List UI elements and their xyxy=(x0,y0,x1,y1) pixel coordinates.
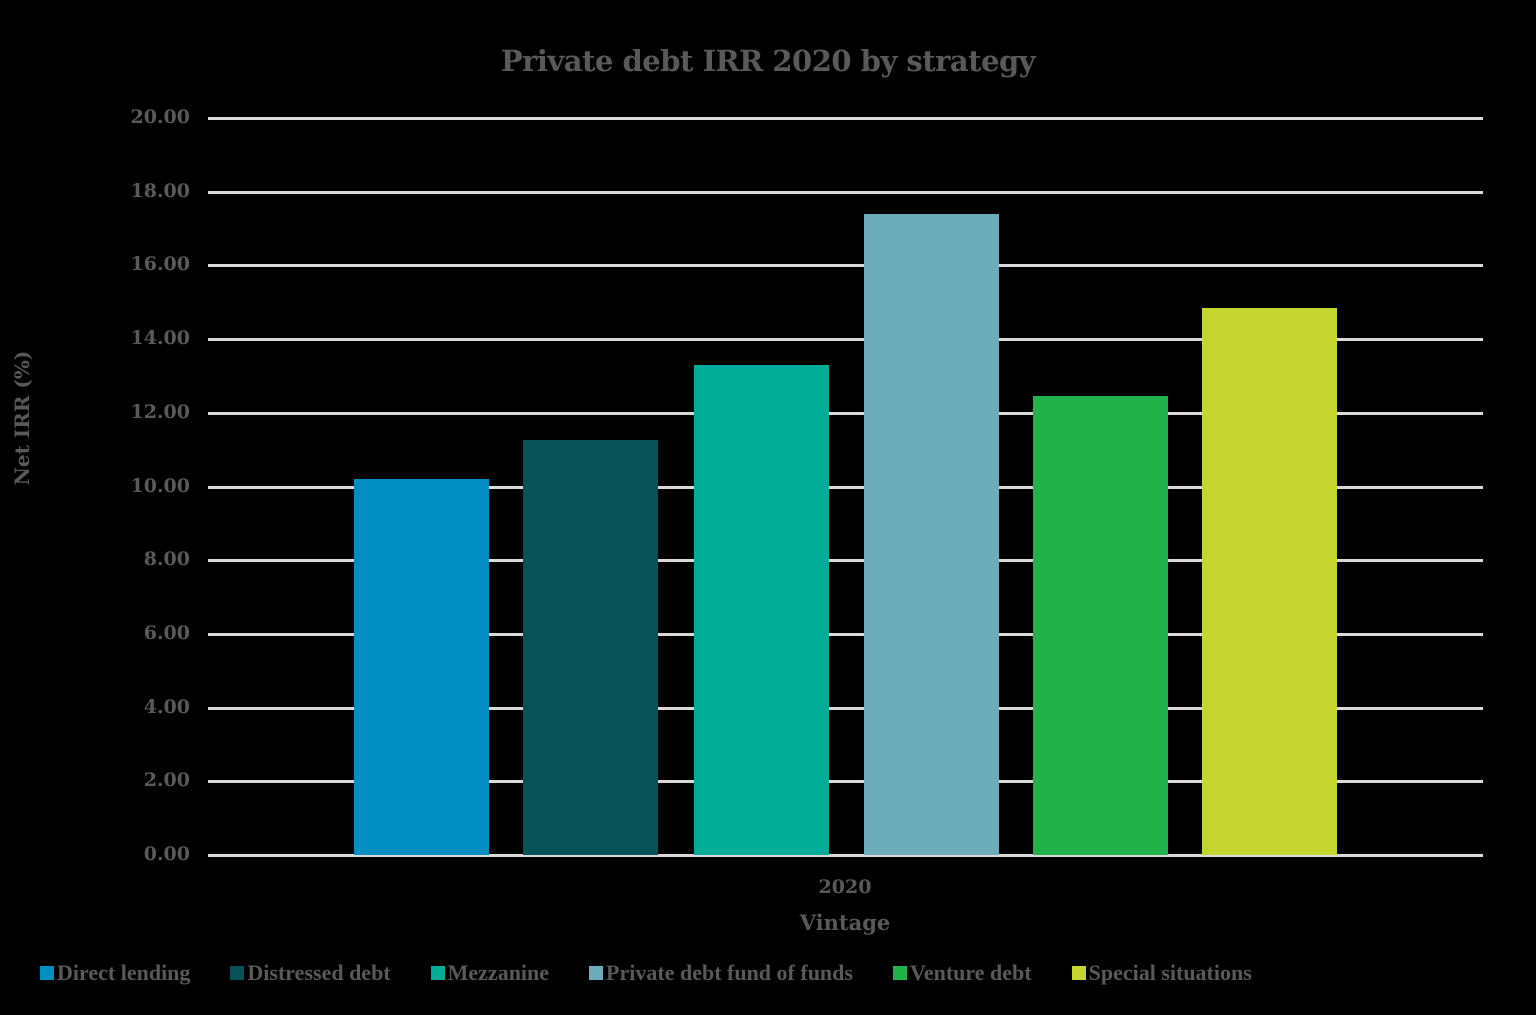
bar-mezzanine xyxy=(694,364,829,855)
y-tick-label: 4.00 xyxy=(143,695,190,718)
legend-label: Mezzanine xyxy=(447,960,550,985)
bar-special-situations xyxy=(1202,307,1337,855)
x-tick-label: 2020 xyxy=(818,876,872,898)
y-tick-label: 8.00 xyxy=(143,548,190,571)
legend-item: Private debt fund of funds xyxy=(589,960,853,986)
gridline xyxy=(208,632,1483,636)
legend-item: Direct lending xyxy=(40,960,190,986)
gridline xyxy=(208,485,1483,489)
legend-item: Venture debt xyxy=(892,960,1032,986)
plot-area: 0.00 2.00 4.00 6.00 8.00 10.00 12.00 14.00 16.00… xyxy=(131,106,1483,865)
legend-label: Private debt fund of funds xyxy=(606,960,853,985)
legend-item: Mezzanine xyxy=(430,960,550,986)
bar-direct-lending xyxy=(354,479,489,855)
legend-swatch-icon xyxy=(892,966,907,980)
legend-label: Distressed debt xyxy=(247,960,391,985)
bar-private-debt-fund-of-funds xyxy=(864,213,999,855)
y-tick-label: 16.00 xyxy=(130,253,191,276)
y-tick-label: 2.00 xyxy=(143,769,190,792)
legend-label: Special situations xyxy=(1088,960,1252,985)
gridline xyxy=(208,338,1483,342)
chart-title: Private debt IRR 2020 by strategy xyxy=(500,44,1036,78)
gridline xyxy=(208,854,1483,857)
y-tick-label: 20.00 xyxy=(130,106,191,128)
legend-swatch-icon xyxy=(40,966,54,980)
legend-label: Venture debt xyxy=(909,960,1032,985)
gridline xyxy=(208,559,1483,563)
legend-item: Special situations xyxy=(1071,960,1252,986)
y-tick-label: 12.00 xyxy=(130,400,191,423)
gridline xyxy=(208,411,1483,415)
legend-item: Distressed debt xyxy=(230,960,391,986)
legend-swatch-icon xyxy=(230,966,245,980)
legend-swatch-icon xyxy=(589,966,604,980)
y-tick-label: 10.00 xyxy=(130,474,191,497)
gridline xyxy=(208,190,1483,194)
legend-label: Direct lending xyxy=(57,960,191,985)
y-tick-label: 14.00 xyxy=(130,327,191,350)
y-axis-label: Net IRR (%) xyxy=(10,350,34,486)
legend: Direct lending Distressed debt Mezzanine Pr… xyxy=(40,960,1252,986)
x-axis-label: Vintage xyxy=(799,910,891,935)
y-tick-label: 0.00 xyxy=(143,843,190,865)
gridline xyxy=(208,264,1483,268)
legend-swatch-icon xyxy=(430,966,445,980)
y-tick-label: 18.00 xyxy=(130,179,191,202)
gridline xyxy=(208,780,1483,784)
y-tick-label: 6.00 xyxy=(143,621,190,644)
gridline xyxy=(208,706,1483,710)
bar-distressed-debt xyxy=(523,440,658,855)
legend-swatch-icon xyxy=(1071,966,1086,980)
gridline xyxy=(208,117,1483,120)
bar-venture-debt xyxy=(1033,396,1168,855)
